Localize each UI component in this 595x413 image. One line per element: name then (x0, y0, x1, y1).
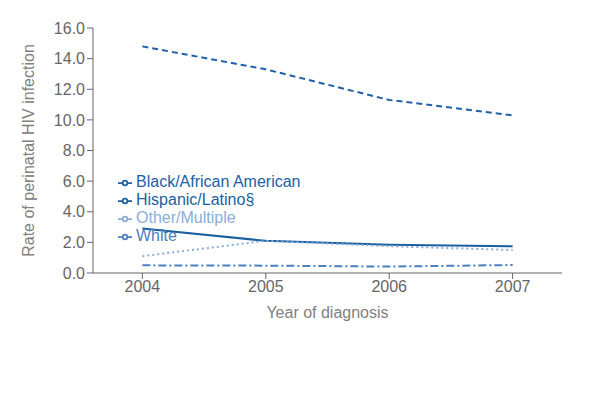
svg-text:2007: 2007 (495, 278, 531, 295)
svg-text:10.0: 10.0 (54, 112, 85, 129)
svg-text:2005: 2005 (248, 278, 284, 295)
svg-text:2004: 2004 (125, 278, 161, 295)
html-text:White: White (136, 227, 177, 244)
svg-text:Year of diagnosis: Year of diagnosis (266, 304, 388, 321)
svg-text:8.0: 8.0 (63, 142, 85, 159)
html-text:Hispanic/Latino§: Hispanic/Latino§ (136, 191, 255, 208)
html-text:Other/Multiple: Other/Multiple (136, 209, 236, 226)
svg-text:12.0: 12.0 (54, 81, 85, 98)
svg-text:4.0: 4.0 (63, 203, 85, 220)
html-text:Black/African American: Black/African American (136, 173, 301, 190)
svg-text:14.0: 14.0 (54, 50, 85, 67)
svg-text:6.0: 6.0 (63, 173, 85, 190)
svg-text:0.0: 0.0 (63, 265, 85, 282)
svg-text:16.0: 16.0 (54, 20, 85, 37)
svg-text:2.0: 2.0 (63, 234, 85, 251)
svg-text:2006: 2006 (371, 278, 407, 295)
svg-text:Rate of perinatal HIV infectio: Rate of perinatal HIV infection (20, 44, 37, 257)
